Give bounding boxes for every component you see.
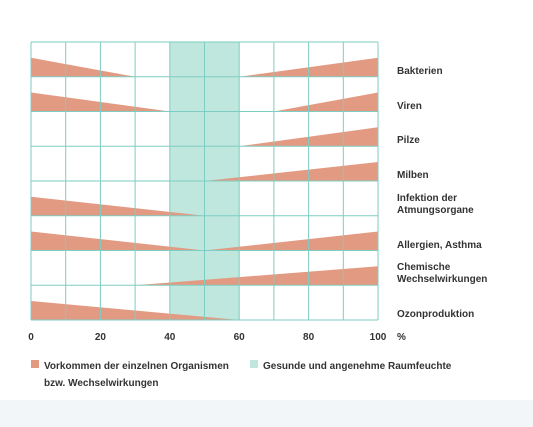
x-axis-label: %: [397, 332, 406, 343]
row-label: Chemische Wechselwirkungen: [397, 262, 488, 286]
left-wedge: [31, 301, 240, 320]
x-tick-label: 40: [164, 332, 176, 343]
footer-band: [0, 400, 533, 427]
row-label: Viren: [397, 100, 422, 112]
row-label: Allergien, Asthma: [397, 239, 482, 251]
legend-marker: [250, 360, 258, 368]
legend-label: Gesunde und angenehme Raumfeuchte: [263, 361, 452, 372]
row-label: Infektion der Atmungsorgane: [397, 192, 474, 216]
left-wedge: [31, 196, 205, 216]
row-label: Ozonproduktion: [397, 309, 475, 320]
x-tick-label: 20: [94, 332, 106, 343]
x-tick-label: 60: [233, 332, 245, 343]
left-wedge: [31, 231, 205, 251]
right-wedge: [135, 266, 378, 286]
row-label: Milben: [397, 170, 429, 181]
left-wedge: [31, 57, 136, 77]
right-wedge: [273, 92, 378, 112]
row-label: Bakterien: [397, 65, 443, 77]
x-tick-label: 80: [303, 332, 315, 343]
right-wedge: [204, 231, 378, 251]
legend-marker: [31, 360, 39, 368]
right-wedge: [204, 162, 378, 181]
legend-label: Vorkommen der einzelnen Organismen bzw. …: [44, 361, 229, 389]
x-tick-label: 0: [28, 332, 34, 343]
row-label: Pilze: [397, 135, 420, 147]
x-tick-label: 100: [369, 332, 387, 343]
chart: [30, 41, 379, 368]
